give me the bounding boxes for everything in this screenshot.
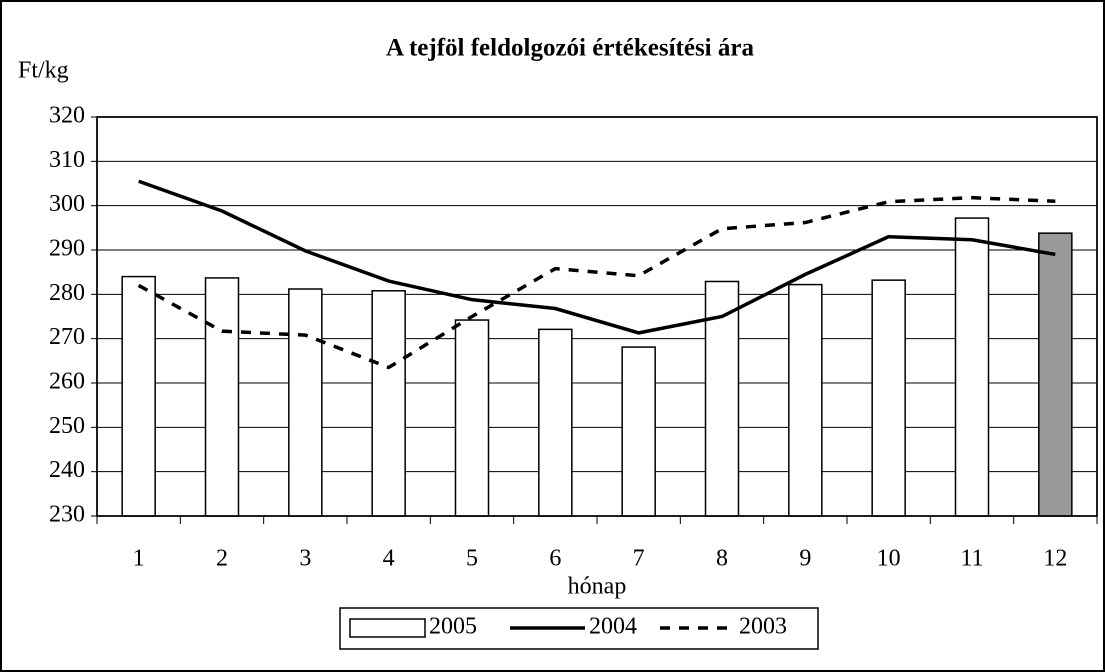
line (138, 179, 1056, 335)
bar (871, 279, 906, 517)
legend-label: 2003 (739, 614, 787, 640)
bar (621, 346, 656, 517)
bar (204, 277, 240, 517)
x-tick-label: 10 (877, 546, 901, 572)
x-tick-label: 2 (216, 546, 228, 572)
chart-title: A tejföl feldolgozói értékesítési ára (386, 35, 754, 62)
line (137, 195, 1056, 370)
y-tick-label: 300 (49, 191, 85, 217)
x-tick-label: 1 (133, 546, 145, 572)
legend-label: 2004 (589, 614, 637, 640)
bar (454, 319, 490, 517)
x-axis-title: hónap (568, 574, 627, 600)
x-tick-label: 4 (383, 546, 395, 572)
plot-area (96, 116, 1098, 517)
y-tick-label: 320 (49, 103, 85, 129)
legend-label: 2005 (429, 614, 477, 640)
y-tick-label: 250 (49, 413, 85, 439)
bar (538, 328, 573, 517)
plot-frame (96, 116, 1098, 517)
y-tick-label: 290 (49, 236, 85, 262)
y-tick-label: 240 (49, 457, 85, 483)
bar (371, 290, 406, 517)
x-tick-label: 9 (799, 546, 811, 572)
x-tick-label: 7 (633, 546, 645, 572)
y-tick-label: 280 (49, 280, 85, 306)
y-tick-label: 310 (49, 147, 85, 173)
y-tick-label: 270 (49, 324, 85, 350)
x-tick-label: 6 (549, 546, 561, 572)
x-tick-label: 12 (1043, 546, 1067, 572)
y-tick-label: 230 (49, 502, 85, 528)
x-tick-label: 11 (960, 546, 983, 572)
bar (954, 217, 990, 517)
y-axis-title: Ft/kg (18, 58, 69, 84)
bar (1038, 232, 1073, 517)
legend-swatch (349, 618, 426, 638)
y-tick-label: 260 (49, 369, 85, 395)
bar (288, 288, 323, 517)
bar (121, 275, 156, 517)
x-tick-label: 5 (466, 546, 478, 572)
bar (788, 283, 823, 517)
x-tick-label: 8 (716, 546, 728, 572)
x-tick-label: 3 (299, 546, 311, 572)
